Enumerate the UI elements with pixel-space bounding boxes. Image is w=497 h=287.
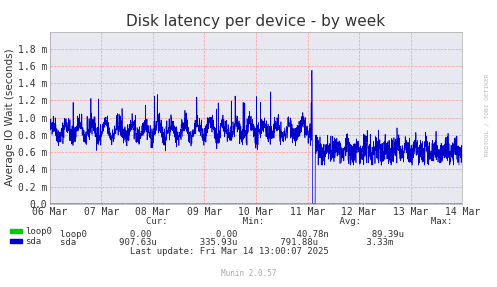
Text: Last update: Fri Mar 14 13:00:07 2025: Last update: Fri Mar 14 13:00:07 2025 xyxy=(60,247,329,256)
Text: RRDTOOL / TOBI OETIKER: RRDTOOL / TOBI OETIKER xyxy=(485,73,490,156)
Text: Munin 2.0.57: Munin 2.0.57 xyxy=(221,269,276,278)
Y-axis label: Average IO Wait (seconds): Average IO Wait (seconds) xyxy=(5,49,15,187)
Text: sda        907.63u        335.93u        791.88u         3.33m: sda 907.63u 335.93u 791.88u 3.33m xyxy=(60,238,393,247)
Text: loop0        0.00            0.00           40.78n        89.39u: loop0 0.00 0.00 40.78n 89.39u xyxy=(60,230,404,239)
Title: Disk latency per device - by week: Disk latency per device - by week xyxy=(126,14,386,29)
Text: sda: sda xyxy=(25,236,41,246)
Text: Cur:              Min:              Avg:             Max:: Cur: Min: Avg: Max: xyxy=(60,217,452,226)
Text: loop0: loop0 xyxy=(25,226,52,236)
